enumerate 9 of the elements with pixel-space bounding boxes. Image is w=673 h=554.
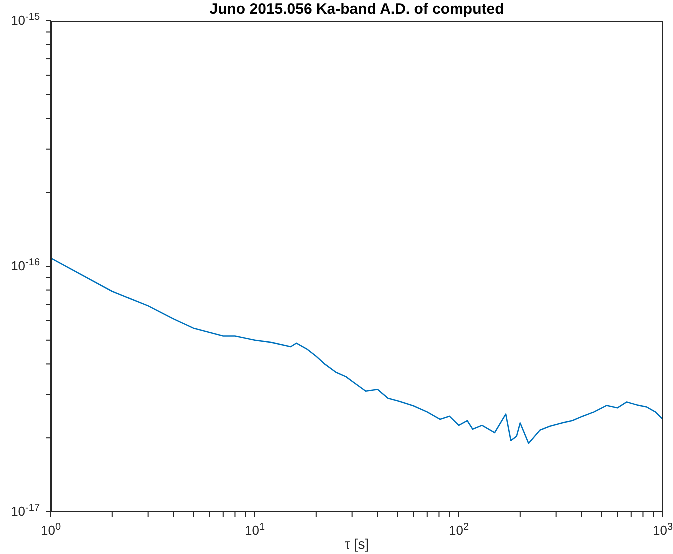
x-tick-label: 10$^{1}$	[244, 522, 266, 538]
x-tick-label: 10$^{2}$	[448, 522, 470, 538]
y-tick-label: 10$^{-16}$	[11, 257, 40, 274]
x-tick-label: 10$^{3}$	[652, 522, 673, 538]
x-axis-title: τ [s]	[344, 536, 370, 552]
y-tick-label: 10$^{-17}$	[11, 502, 40, 519]
chart-title: Juno 2015.056 Ka-band A.D. of computed	[208, 1, 506, 18]
x-tick-label: 10$^{0}$	[40, 522, 62, 538]
y-tick-label: 10$^{-15}$	[11, 12, 40, 28]
